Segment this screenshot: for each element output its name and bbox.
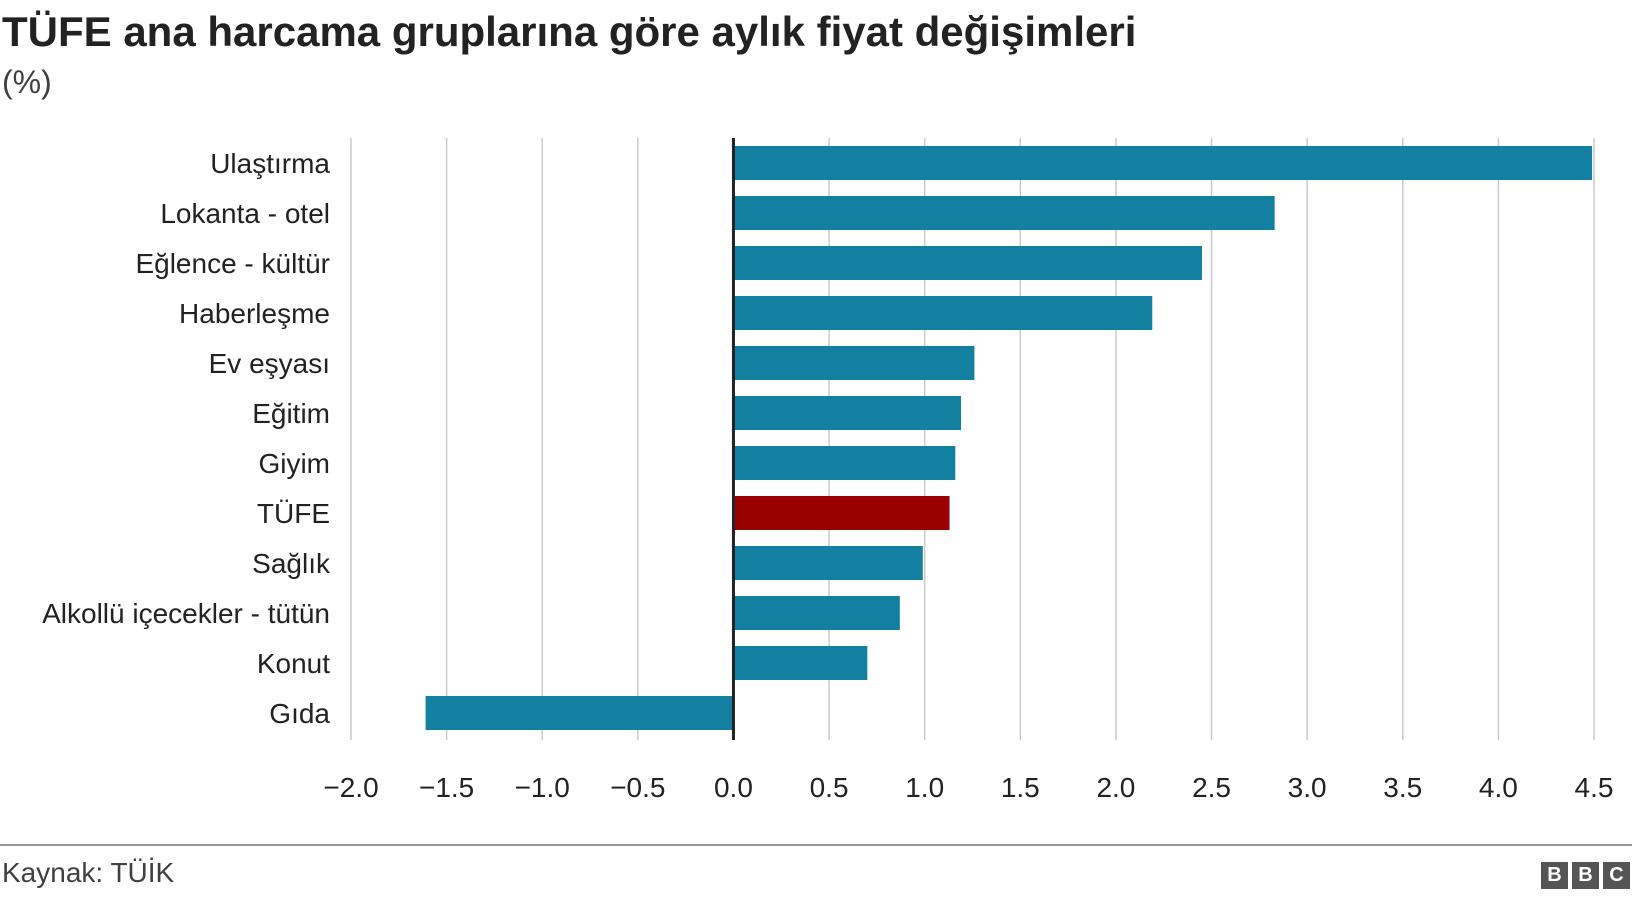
logo-letter: C [1603,862,1630,889]
bar [733,146,1593,180]
bar [425,696,734,730]
chart-subtitle: (%) [2,64,52,100]
bar [733,196,1275,230]
x-tick-label: 0.0 [714,772,753,803]
category-label: Ev eşyası [209,348,330,379]
category-label: Gıda [269,698,330,729]
x-tick-label: 1.5 [1001,772,1040,803]
bar [733,246,1202,280]
category-label: Eğlence - kültür [135,248,330,279]
bar [733,446,956,480]
category-label: Ulaştırma [210,148,330,179]
x-tick-label: −1.5 [419,772,474,803]
category-label: Eğitim [252,398,330,429]
x-tick-label: −2.0 [323,772,378,803]
bar [733,646,868,680]
category-labels: Ulaştırma Lokanta - otel Eğlence - kültür H… [42,148,331,729]
x-tick-label: 4.5 [1575,772,1614,803]
category-label: Giyim [258,448,330,479]
x-tick-label: 2.0 [1096,772,1135,803]
bar [733,496,950,530]
x-tick-label: 3.0 [1288,772,1327,803]
x-tick-label: 4.0 [1479,772,1518,803]
category-label: Haberleşme [179,298,330,329]
source-note: Kaynak: TÜİK [2,857,175,888]
chart-title: TÜFE ana harcama gruplarına göre aylık f… [2,8,1137,55]
category-label: TÜFE [257,498,330,529]
footer-divider [0,844,1632,846]
bar [733,296,1153,330]
category-label: Alkollü içecekler - tütün [42,598,330,629]
logo-letter: B [1572,862,1599,889]
grid-lines [350,138,1595,740]
category-label: Lokanta - otel [160,198,330,229]
bar [733,596,900,630]
x-tick-label: 1.0 [905,772,944,803]
bar [733,346,975,380]
x-tick-label: −1.0 [515,772,570,803]
x-tick-label: 2.5 [1192,772,1231,803]
bar [733,396,962,430]
bars [425,146,1593,730]
x-tick-label: 3.5 [1383,772,1422,803]
x-tick-labels: −2.0 −1.5 −1.0 −0.5 0.0 0.5 1.0 1.5 2.0 2.5 3.0 3.5… [323,772,1613,803]
x-tick-label: 0.5 [810,772,849,803]
logo-letter: B [1541,862,1568,889]
bbc-logo: B B C [1541,862,1630,889]
bar-chart: Ulaştırma Lokanta - otel Eğlence - kültür H… [42,138,1613,803]
bar [733,546,923,580]
category-label: Sağlık [252,548,331,579]
category-label: Konut [257,648,330,679]
x-tick-label: −0.5 [610,772,665,803]
